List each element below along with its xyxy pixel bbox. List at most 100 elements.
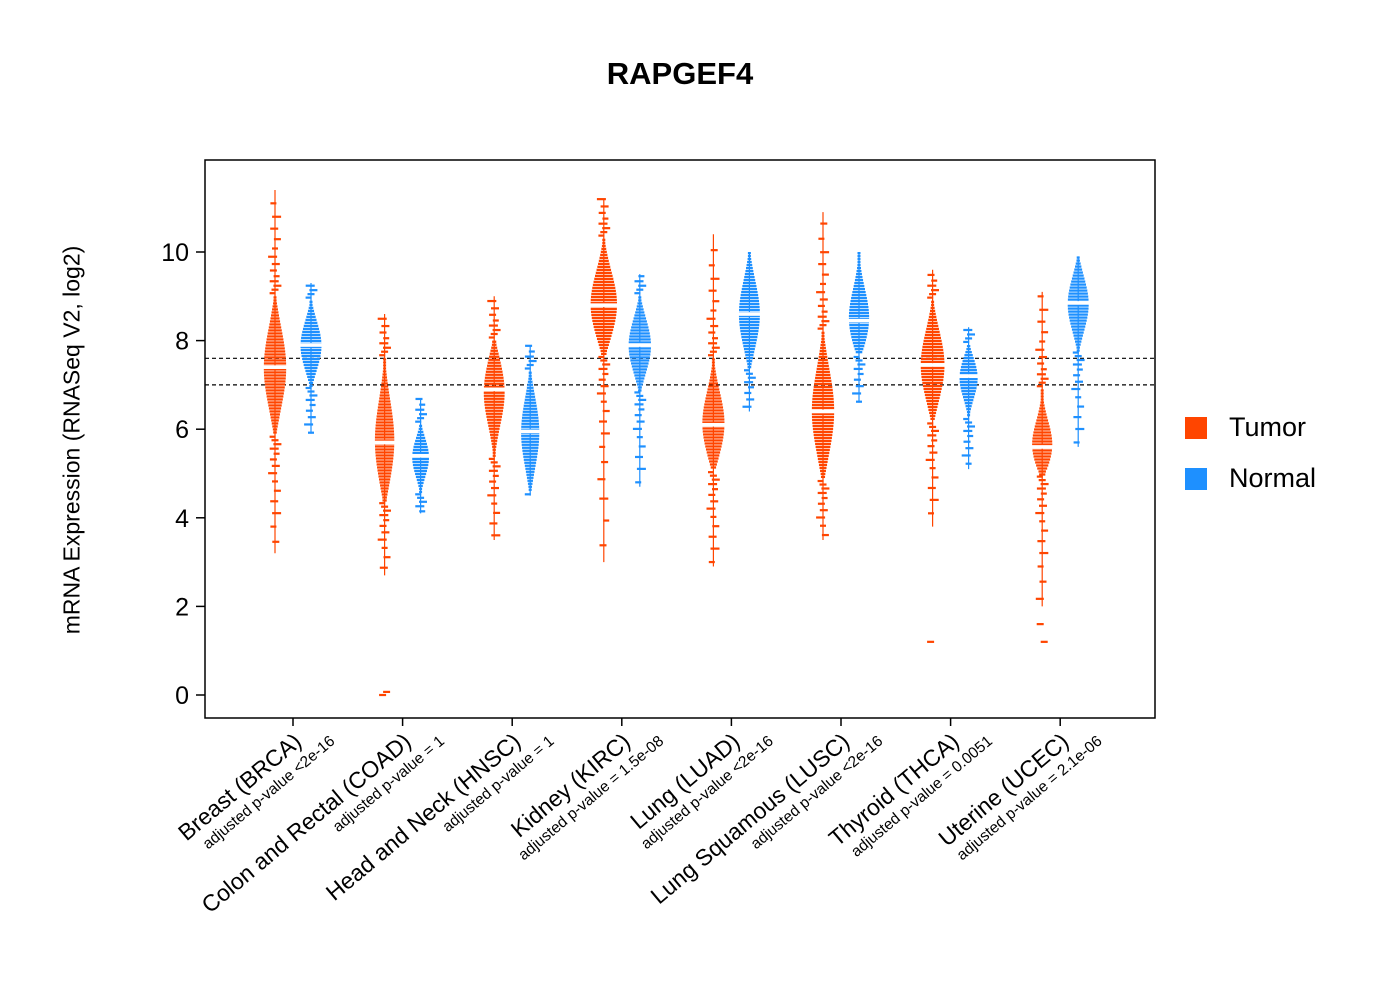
violin-tumor-3 (589, 198, 619, 563)
violin-body-slice (308, 378, 314, 382)
violin-body-slice (375, 454, 394, 457)
violin-body-slice (413, 466, 428, 470)
violin-body-slice (375, 448, 395, 451)
violin-body-slice (962, 360, 975, 363)
violin-body-slice (928, 318, 937, 322)
tail-dash (967, 425, 975, 428)
violin-body-slice (630, 329, 650, 332)
tail-dash (491, 502, 498, 505)
tail-dash (929, 498, 939, 501)
tail-dash (528, 359, 537, 363)
tail-dash (379, 524, 387, 527)
violin-body-slice (920, 369, 945, 373)
violin-normal-1 (411, 397, 430, 514)
tail-dash (488, 336, 495, 339)
tail-dash (1037, 295, 1044, 298)
tail-dash (600, 205, 609, 208)
violin-body-slice (811, 406, 835, 410)
violin-body-slice (379, 397, 390, 400)
violin-body-slice (921, 378, 944, 382)
violin-body-slice (523, 458, 537, 461)
violin-body-slice (857, 252, 861, 255)
tail-dash (272, 512, 282, 515)
tail-dash (1077, 405, 1085, 408)
median-band (627, 343, 652, 347)
violin-body-slice (600, 349, 608, 353)
tail-dash (1041, 529, 1049, 532)
violin-body-slice (483, 385, 505, 388)
violin-body-slice (816, 451, 830, 455)
violin-body-slice (634, 374, 646, 377)
tail-dash (381, 350, 389, 353)
violin-body-slice (925, 330, 940, 334)
violin-body-slice (705, 448, 721, 451)
violin-body-slice (378, 475, 391, 478)
violin-body-slice (483, 394, 505, 397)
tumor-swatch (1185, 416, 1207, 439)
median-band (482, 387, 506, 392)
violin-body-slice (484, 400, 505, 403)
violin-body-slice (849, 324, 869, 327)
tail-dash (708, 493, 716, 496)
violin-body-slice (416, 436, 426, 440)
tail-dash (488, 324, 498, 327)
violin-body-slice (264, 356, 286, 359)
violin-body-slice (484, 403, 504, 406)
tail-dash (928, 512, 934, 515)
violin-body-slice (965, 405, 972, 408)
y-tick-label: 4 (175, 505, 189, 533)
violin-body-slice (1034, 425, 1050, 428)
tail-dash (817, 479, 824, 483)
violin-body-slice (597, 265, 611, 269)
violin-body-slice (412, 463, 429, 467)
violin-body-slice (929, 411, 937, 415)
tail-dash (634, 391, 641, 394)
violin-body-slice (1040, 401, 1045, 404)
tail-dash (708, 471, 714, 474)
tail-dash (820, 282, 826, 286)
tail-dash (419, 403, 426, 406)
violin-body-slice (381, 490, 389, 493)
violin-body-slice (267, 401, 283, 404)
violin-body-slice (921, 372, 945, 376)
violin-body-slice (264, 383, 286, 386)
violin-body-slice (820, 343, 826, 347)
violin-body-slice (813, 433, 833, 437)
violin-body-slice (1067, 304, 1089, 307)
violin-body-slice (602, 241, 606, 245)
violin-body-slice (708, 457, 719, 460)
tail-dash (636, 420, 645, 423)
violin-body-slice (704, 442, 723, 445)
violin-body-slice (739, 303, 760, 306)
tail-dash (415, 420, 422, 423)
tail-dash (381, 505, 389, 508)
violin-body-slice (380, 484, 390, 487)
violin-body-slice (707, 454, 720, 457)
violin-body-slice (1032, 452, 1052, 455)
violin-body-slice (812, 400, 834, 404)
tail-dash (1039, 340, 1046, 343)
violin-body-slice (383, 358, 387, 361)
tail-dash (492, 474, 499, 477)
violin-body-slice (273, 431, 277, 434)
violin-body-slice (308, 381, 314, 385)
tail-dash (710, 324, 719, 328)
violin-body-slice (741, 291, 758, 294)
violin-body-slice (856, 273, 862, 276)
violin-body-slice (412, 457, 429, 461)
violin-body-slice (702, 412, 724, 415)
tail-dash (1040, 482, 1049, 486)
median-band (701, 422, 726, 427)
violin-body-slice (1036, 464, 1049, 467)
median-band (737, 312, 761, 316)
violin-body-slice (484, 376, 504, 379)
tail-dash (602, 363, 611, 366)
violin-body-slice (521, 422, 539, 425)
tail-dash (821, 273, 829, 276)
tail-dash (379, 331, 387, 334)
violin-body-slice (812, 397, 834, 401)
tail-dash (710, 249, 718, 252)
violin-body-slice (522, 413, 539, 416)
tail-dash (636, 436, 643, 439)
tail-dash (744, 369, 750, 372)
